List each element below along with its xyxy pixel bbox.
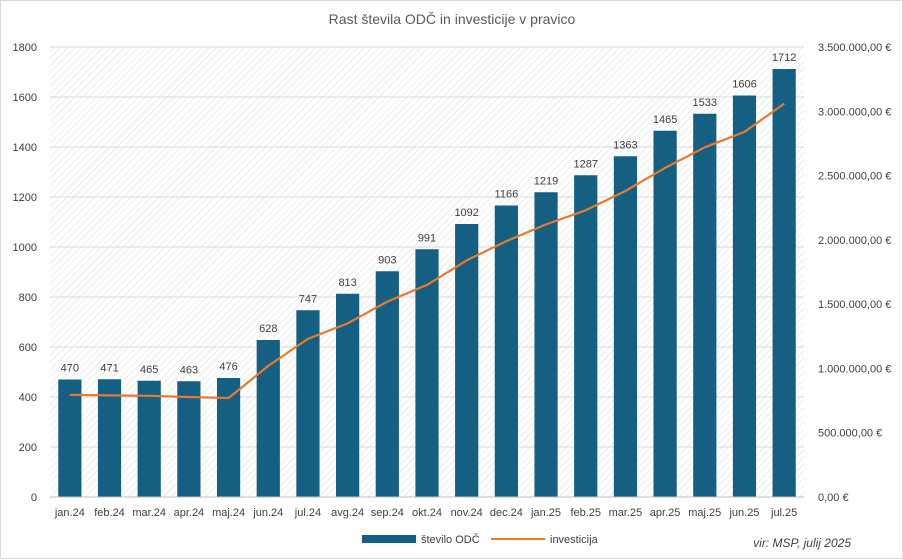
- bar-data-labels: 470 471 465 463 476 628 747 813 903 991 1092 1166 12…: [61, 52, 797, 376]
- bar-value-label: 1092: [454, 207, 478, 219]
- x-tick-label: feb.25: [570, 507, 601, 519]
- bar: [137, 380, 161, 497]
- x-tick-label: dec.24: [490, 507, 523, 519]
- bar-value-label: 1219: [534, 175, 558, 187]
- y-right-tick-label: 3.000.000,00 €: [818, 106, 891, 118]
- bar-value-label: 1712: [772, 52, 796, 64]
- bar: [693, 113, 717, 497]
- y-axis-right: 0,00 € 500.000,00 € 1.000.000,00 € 1.500.00…: [818, 42, 891, 504]
- y-right-tick-label: 0,00 €: [818, 492, 849, 504]
- y-right-tick-label: 1.000.000,00 €: [818, 363, 891, 375]
- bar: [415, 249, 439, 497]
- y-left-tick-label: 800: [19, 292, 37, 304]
- x-tick-label: mar.25: [609, 507, 643, 519]
- x-tick-label: sep.24: [371, 507, 404, 519]
- y-right-tick-label: 2.000.000,00 €: [818, 235, 891, 247]
- bar: [455, 224, 479, 497]
- x-tick-label: apr.25: [650, 507, 681, 519]
- source-note: vir: MSP, julij 2025: [753, 536, 851, 550]
- bar-series: [58, 69, 796, 497]
- x-tick-label: feb.24: [94, 507, 125, 519]
- y-left-tick-label: 1200: [13, 192, 37, 204]
- x-tick-label: jan.25: [530, 507, 561, 519]
- bar-value-label: 1606: [732, 79, 756, 91]
- bar: [653, 130, 677, 497]
- x-tick-label: jul.25: [770, 507, 797, 519]
- y-axis-left: 0 200 400 600 800 1000 1200 1400 1600 1800: [13, 42, 37, 504]
- legend: število ODČ investicija: [362, 533, 599, 546]
- y-left-tick-label: 1000: [13, 242, 37, 254]
- x-tick-label: avg.24: [331, 507, 364, 519]
- bar: [732, 95, 757, 497]
- bar-value-label: 471: [100, 362, 118, 374]
- x-axis: jan.24 feb.24 mar.24 apr.24 maj.24 jun.24 jul.…: [50, 496, 804, 519]
- bar: [494, 205, 518, 497]
- bar-value-label: 465: [140, 364, 158, 376]
- x-tick-label: jan.24: [54, 507, 85, 519]
- bar: [336, 293, 360, 497]
- investment-line: [69, 102, 785, 400]
- x-tick-label: maj.24: [212, 507, 245, 519]
- line-series: [69, 102, 785, 400]
- x-tick-label: apr.24: [174, 507, 205, 519]
- legend-swatch-bar: [362, 535, 416, 543]
- bar-value-label: 1166: [495, 189, 519, 201]
- legend-label-bar: število ODČ: [421, 533, 480, 546]
- bar: [97, 379, 122, 497]
- bar-value-label: 991: [418, 232, 436, 244]
- y-right-tick-label: 3.500.000,00 €: [818, 42, 891, 54]
- x-tick-label: jun.24: [252, 507, 283, 519]
- bar: [772, 69, 796, 497]
- y-left-tick-label: 1400: [13, 142, 37, 154]
- y-right-tick-label: 500.000,00 €: [818, 428, 882, 440]
- y-left-tick-label: 200: [19, 442, 37, 454]
- bar-value-label: 747: [299, 293, 317, 305]
- y-left-tick-label: 600: [19, 342, 37, 354]
- legend-label-line: investicija: [550, 534, 599, 546]
- bar: [296, 310, 320, 497]
- bar: [574, 175, 598, 497]
- bar: [256, 340, 280, 497]
- bar-value-label: 463: [180, 364, 198, 376]
- bar-value-label: 1363: [613, 139, 637, 151]
- bar: [375, 271, 399, 497]
- bar: [177, 381, 201, 497]
- y-left-tick-label: 400: [19, 392, 37, 404]
- bar-value-label: 1287: [573, 158, 597, 170]
- y-left-tick-label: 1800: [13, 42, 37, 54]
- bar: [216, 378, 241, 497]
- bar-value-label: 476: [219, 361, 237, 373]
- x-tick-label: mar.24: [132, 507, 166, 519]
- bar-value-label: 813: [338, 277, 356, 289]
- bar-value-label: 628: [259, 323, 277, 335]
- chart-title: Rast števila ODČ in investicije v pravic…: [329, 11, 576, 27]
- x-tick-label: maj.25: [688, 507, 721, 519]
- x-tick-label: jun.25: [728, 507, 759, 519]
- bar: [613, 156, 638, 497]
- bar-value-label: 903: [378, 254, 396, 266]
- y-right-tick-label: 1.500.000,00 €: [818, 299, 891, 311]
- x-tick-label: jul.24: [294, 507, 321, 519]
- bar-value-label: 1533: [693, 97, 717, 109]
- bar-value-label: 1465: [653, 114, 677, 126]
- y-right-tick-label: 2.500.000,00 €: [818, 171, 891, 183]
- y-left-tick-label: 0: [31, 492, 37, 504]
- x-tick-label: nov.24: [451, 507, 483, 519]
- bar: [58, 379, 82, 497]
- y-left-tick-label: 1600: [13, 92, 37, 104]
- bar-value-label: 470: [61, 363, 79, 375]
- x-tick-label: okt.24: [412, 507, 442, 519]
- bar: [534, 192, 558, 497]
